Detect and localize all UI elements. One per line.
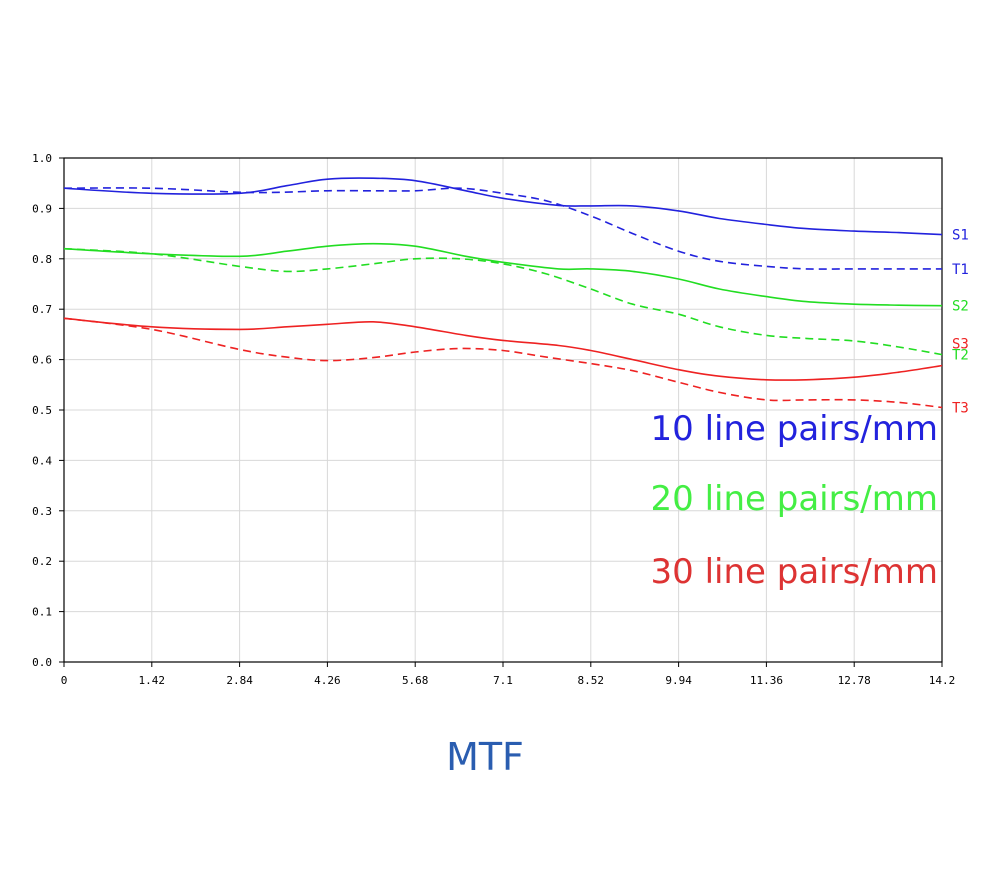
- x-tick-label: 12.78: [838, 674, 871, 687]
- x-tick-label: 5.68: [402, 674, 429, 687]
- series-label-s3: S3: [952, 337, 969, 353]
- series-line-s1: [63, 177, 943, 236]
- series-line-t1: [63, 187, 942, 270]
- legend-entry: 10 line pairs/mm: [651, 409, 939, 449]
- x-tick-label: 14.2: [929, 674, 956, 687]
- legend: 10 line pairs/mm 20 line pairs/mm 30 line …: [651, 409, 939, 592]
- series-label-t3: T3: [952, 400, 969, 416]
- y-tick-label: 1.0: [32, 152, 52, 165]
- series-label-t1: T1: [952, 262, 969, 278]
- series-line-s3: [63, 317, 943, 381]
- x-tick-label: 7.1: [493, 674, 513, 687]
- y-tick-label: 0.8: [32, 253, 52, 266]
- legend-entry: 20 line pairs/mm: [651, 479, 939, 519]
- series-label-s1: S1: [952, 228, 969, 244]
- series-lines: [63, 177, 943, 409]
- y-tick-label: 0.7: [32, 303, 52, 316]
- series-line-t2: [63, 247, 943, 356]
- x-tick-label: 4.26: [314, 674, 341, 687]
- y-tick-label: 0.3: [32, 505, 52, 518]
- series-line-t3: [63, 317, 943, 409]
- y-tick-label: 0.4: [32, 454, 52, 467]
- y-tick-label: 0.9: [32, 202, 52, 215]
- series-line-s2: [63, 242, 943, 307]
- y-tick-label: 0.2: [32, 555, 52, 568]
- series-label-t2: T2: [952, 348, 969, 364]
- y-tick-label: 0.0: [32, 656, 52, 669]
- plot-frame: [63, 157, 943, 663]
- x-tick-label: 8.52: [578, 674, 605, 687]
- chart-title: MTF: [446, 735, 524, 779]
- x-tick-label: 11.36: [750, 674, 783, 687]
- x-tick-label: 0: [61, 674, 68, 687]
- y-tick-label: 0.1: [32, 606, 52, 619]
- y-tick-label: 0.6: [32, 354, 52, 367]
- y-tick-label: 0.5: [32, 404, 52, 417]
- x-tick-label: 9.94: [665, 674, 692, 687]
- legend-entry: 30 line pairs/mm: [651, 552, 939, 592]
- x-tick-label: 2.84: [226, 674, 253, 687]
- x-tick-label: 1.42: [139, 674, 166, 687]
- series-label-s2: S2: [952, 299, 969, 315]
- axes: 0 1.42 2.84 4.26 5.68 7.1 8.52 9.94 11.36 12.78 14…: [32, 152, 955, 687]
